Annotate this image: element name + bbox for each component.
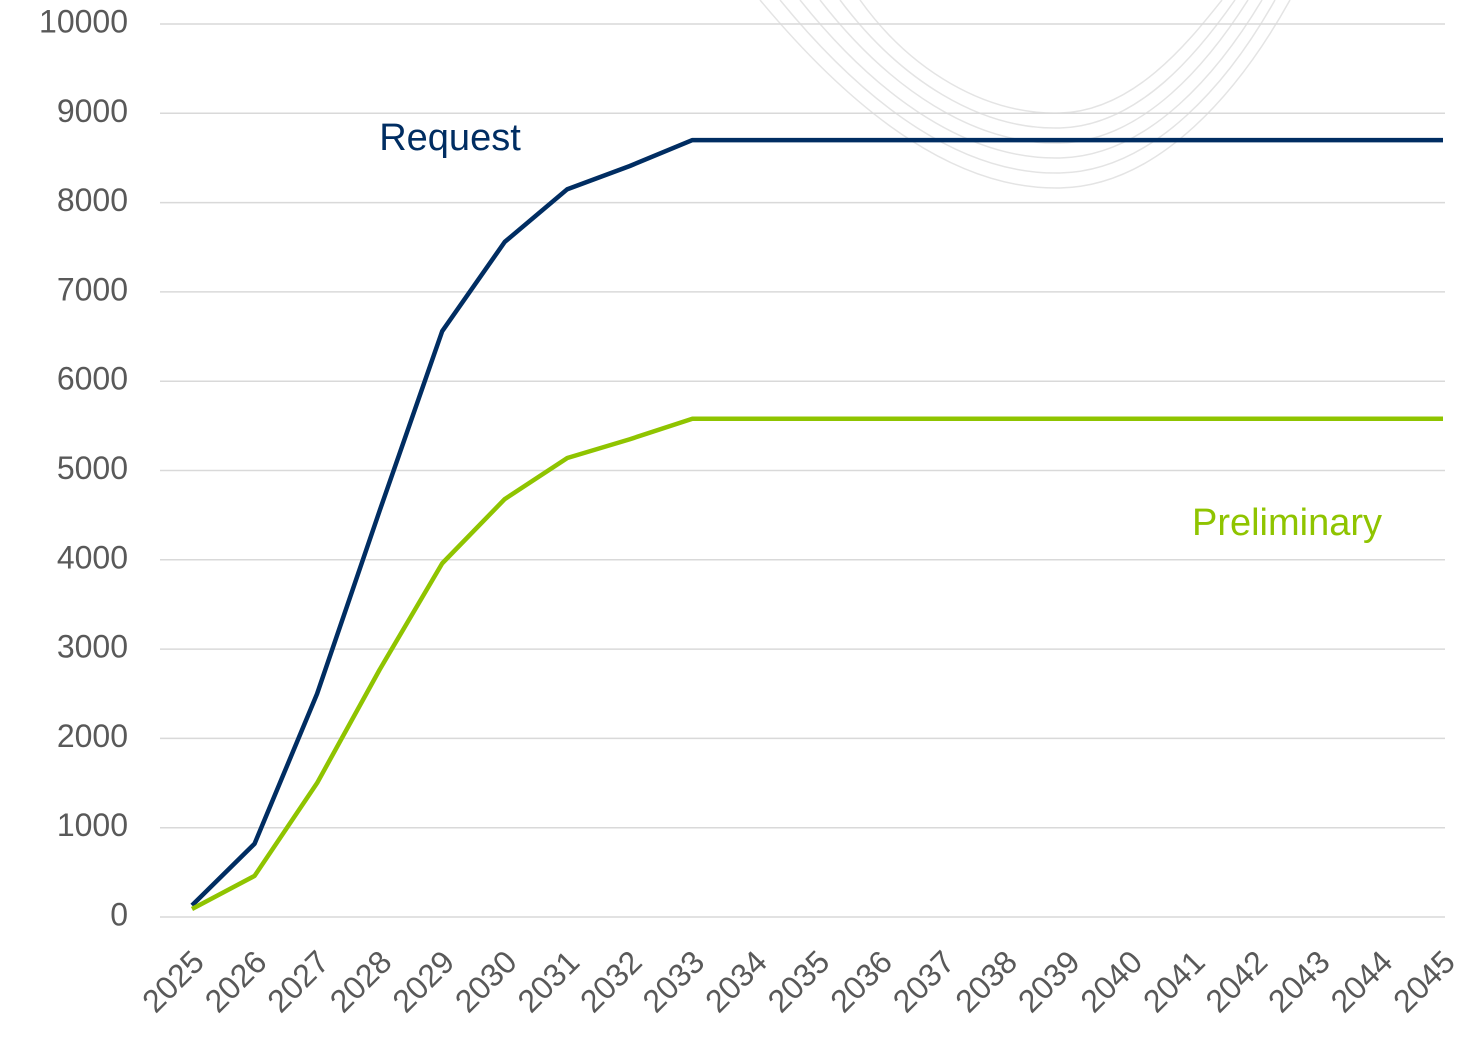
y-tick-label: 9000 <box>57 93 128 129</box>
x-tick-label: 2033 <box>636 943 712 1019</box>
x-tick-label: 2037 <box>886 943 962 1019</box>
x-tick-label: 2028 <box>323 943 399 1019</box>
x-tick-label: 2038 <box>948 943 1024 1019</box>
x-tick-label: 2043 <box>1261 943 1337 1019</box>
chart: 0 1000 2000 3000 4000 5000 6000 7000 8000 9000 100… <box>0 0 1460 1041</box>
series-label: Preliminary <box>1192 502 1382 544</box>
x-tick-label: 2029 <box>385 943 461 1019</box>
y-tick-label: 5000 <box>57 450 128 486</box>
x-tick-label: 2040 <box>1073 943 1149 1019</box>
x-tick-label: 2031 <box>510 943 586 1019</box>
y-tick-label: 7000 <box>57 271 128 307</box>
x-tick-label: 2035 <box>761 943 837 1019</box>
y-tick-label: 3000 <box>57 629 128 665</box>
y-tick-label: 0 <box>110 896 128 932</box>
x-tick-label: 2032 <box>573 943 649 1019</box>
x-tick-label: 2025 <box>135 943 211 1019</box>
series-line <box>192 419 1443 909</box>
x-tick-label: 2041 <box>1136 943 1212 1019</box>
y-tick-label: 8000 <box>57 182 128 218</box>
x-tick-label: 2045 <box>1386 943 1460 1019</box>
x-tick-label: 2027 <box>260 943 336 1019</box>
y-tick-label: 10000 <box>39 3 128 39</box>
x-tick-label: 2042 <box>1198 943 1274 1019</box>
x-tick-label: 2039 <box>1011 943 1087 1019</box>
y-tick-label: 1000 <box>57 807 128 843</box>
y-tick-label: 2000 <box>57 718 128 754</box>
x-tick-label: 2030 <box>448 943 524 1019</box>
series-label: Request <box>379 117 521 159</box>
x-tick-label: 2044 <box>1324 943 1400 1019</box>
x-tick-label: 2034 <box>698 943 774 1019</box>
y-tick-label: 4000 <box>57 539 128 575</box>
x-tick-label: 2026 <box>198 943 274 1019</box>
background-decoration <box>760 0 1290 188</box>
x-tick-label: 2036 <box>823 943 899 1019</box>
y-tick-label: 6000 <box>57 361 128 397</box>
